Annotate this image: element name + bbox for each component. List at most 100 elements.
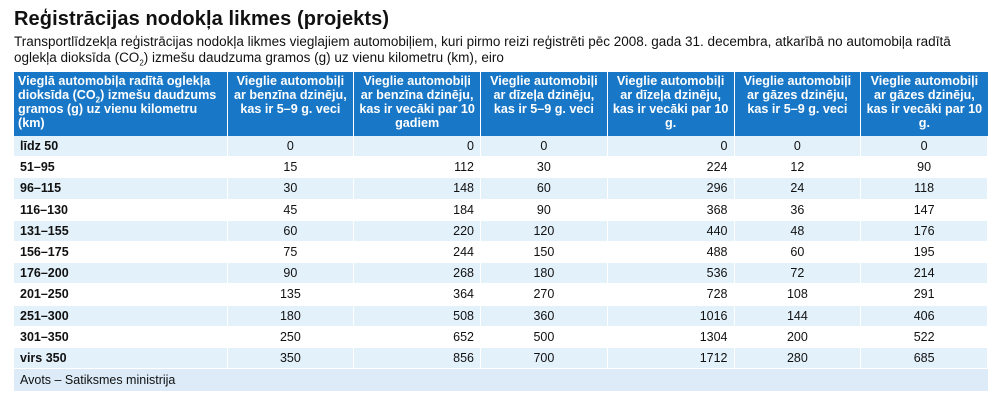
table-cell: 1304 [607,326,735,348]
table-cell: 280 [734,347,862,370]
table-row: 251–300 180 508 360 1016 144 406 [14,305,988,327]
table-cell: 112 [353,156,481,179]
header-petrol-5-9: Vieglie automobiļi ar benzīna dzinēju, k… [227,72,355,136]
table-cell: 0 [227,136,355,158]
table-cell: 120 [480,220,608,242]
table-row: 131–155 60 220 120 440 48 176 [14,220,988,242]
table-cell: 728 [607,283,735,306]
table-cell: 536 [607,262,735,285]
table-cell: 250 [227,326,355,348]
table-cell: 118 [860,177,988,200]
row-range-label: 201–250 [14,283,228,306]
table-cell: 148 [353,177,481,200]
table-cell: 72 [734,262,862,285]
table-cell: 135 [227,283,355,306]
table-cell: 15 [227,156,355,179]
table-cell: 30 [227,177,355,200]
table-cell: 522 [860,326,988,348]
header-gas-10plus: Vieglie automobiļi ar gāzes dzinēju, kas… [860,72,988,136]
table-cell: 244 [353,241,481,264]
table-cell: 90 [480,199,608,221]
row-range-label: līdz 50 [14,136,228,158]
table-row: 116–130 45 184 90 368 36 147 [14,199,988,221]
table-cell: 24 [734,177,862,200]
row-range-label: 96–115 [14,177,228,200]
table-cell: 36 [734,199,862,221]
table-cell: 268 [353,262,481,285]
table-cell: 360 [480,305,608,327]
table-cell: 1712 [607,347,735,370]
table-cell: 108 [734,283,862,306]
table-cell: 508 [353,305,481,327]
table-cell: 214 [860,262,988,285]
table-cell: 60 [734,241,862,264]
header-co2-range: Vieglā automobiļa radītā oglekļa dioksīd… [14,72,228,136]
source-note: Avots – Satiksmes ministrija [14,368,988,392]
table-row: līdz 50 0 0 0 0 0 0 [14,136,988,158]
table-cell: 184 [353,199,481,221]
table-cell: 48 [734,220,862,242]
table-cell: 0 [353,136,481,158]
table-cell: 652 [353,326,481,348]
table-cell: 147 [860,199,988,221]
table-cell: 30 [480,156,608,179]
table-header-row: Vieglā automobiļa radītā oglekļa dioksīd… [14,72,988,136]
table-cell: 291 [860,283,988,306]
row-range-label: 116–130 [14,199,228,221]
table-cell: 12 [734,156,862,179]
table-row: 301–350 250 652 500 1304 200 522 [14,326,988,348]
table-cell: 144 [734,305,862,327]
table-cell: 220 [353,220,481,242]
table-cell: 60 [227,220,355,242]
table-cell: 500 [480,326,608,348]
table-cell: 368 [607,199,735,221]
table-cell: 488 [607,241,735,264]
table-cell: 700 [480,347,608,370]
table-cell: 45 [227,199,355,221]
tax-rates-table: Vieglā automobiļa radītā oglekļa dioksīd… [14,72,988,392]
table-cell: 180 [227,305,355,327]
table-cell: 440 [607,220,735,242]
header-diesel-10plus: Vieglie automobiļi ar dīzeļa dzinēju, ka… [607,72,735,136]
header-diesel-5-9: Vieglie automobiļi ar dīzeļa dzinēju, ka… [480,72,608,136]
row-range-label: virs 350 [14,347,228,370]
table-row: 156–175 75 244 150 488 60 195 [14,241,988,264]
table-cell: 406 [860,305,988,327]
row-range-label: 131–155 [14,220,228,242]
table-cell: 75 [227,241,355,264]
row-range-label: 251–300 [14,305,228,327]
table-cell: 270 [480,283,608,306]
page-subtitle: Transportlīdzekļa reģistrācijas nodokļa … [14,34,951,68]
table-cell: 364 [353,283,481,306]
table-cell: 200 [734,326,862,348]
source-row: Avots – Satiksmes ministrija [14,368,988,392]
table-cell: 150 [480,241,608,264]
row-range-label: 176–200 [14,262,228,285]
table-cell: 195 [860,241,988,264]
table-cell: 296 [607,177,735,200]
header-petrol-10plus: Vieglie automobiļi ar benzīna dzinēju, k… [353,72,481,136]
table-cell: 350 [227,347,355,370]
table-cell: 224 [607,156,735,179]
table-row: 96–115 30 148 60 296 24 118 [14,177,988,200]
table-cell: 0 [734,136,862,158]
row-range-label: 301–350 [14,326,228,348]
table-cell: 90 [227,262,355,285]
table-row: 201–250 135 364 270 728 108 291 [14,283,988,306]
row-range-label: 51–95 [14,156,228,179]
table-cell: 685 [860,347,988,370]
table-row: virs 350 350 856 700 1712 280 685 [14,347,988,370]
table-cell: 90 [860,156,988,179]
table-row: 176–200 90 268 180 536 72 214 [14,262,988,285]
table-cell: 0 [860,136,988,158]
table-cell: 0 [480,136,608,158]
page-title: Reģistrācijas nodokļa likmes (projekts) [14,8,390,30]
table-cell: 176 [860,220,988,242]
header-gas-5-9: Vieglie automobiļi ar gāzes dzinēju, kas… [734,72,862,136]
table-row: 51–95 15 112 30 224 12 90 [14,156,988,179]
table-cell: 0 [607,136,735,158]
table-cell: 180 [480,262,608,285]
table-cell: 60 [480,177,608,200]
table-cell: 1016 [607,305,735,327]
